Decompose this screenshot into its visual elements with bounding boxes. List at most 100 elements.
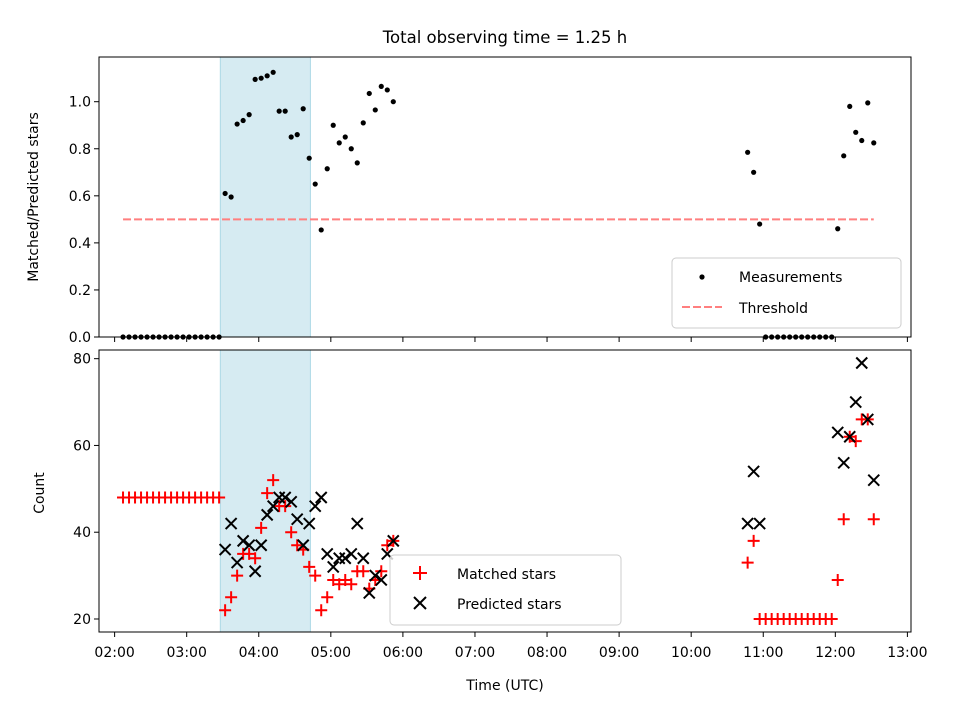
measurement-point [336,140,342,146]
top-y-ticks: 0.0 0.2 0.4 0.6 0.8 1.0 [69,95,99,346]
matched-star-point [345,578,358,591]
bottom-y-tick-label: 80 [73,352,91,368]
x-tick-label: 05:00 [311,645,351,661]
matched-star-point [231,569,244,582]
predicted-star-point [831,426,844,439]
matched-star-point [321,591,334,604]
predicted-star-point [849,395,862,409]
measurement-point [270,69,276,75]
matched-star-point [333,578,346,591]
predicted-star-point [837,456,850,470]
measurement-point [384,87,390,93]
bottom-y-axis-label: Count [32,472,48,514]
bottom-y-tick-label: 40 [73,525,91,541]
measurement-point [847,103,853,110]
predicted-star-point [753,517,766,530]
predicted-star-point [375,573,388,587]
predicted-star-point [236,534,250,548]
predicted-star-point [284,495,298,509]
predicted-star-point [278,491,292,504]
matched-star-point [267,474,280,487]
predicted-star-point [266,499,280,513]
matched-stars-points [117,413,880,625]
predicted-star-point [260,508,274,522]
legend-matched-label: Matched stars [457,567,556,583]
matched-star-point [357,565,370,578]
measurement-point [228,194,234,200]
matched-star-point [213,491,226,504]
top-y-tick-label: 1.0 [69,95,91,111]
legend-threshold-label: Threshold [738,301,808,317]
measurement-point [330,122,336,128]
matched-star-point [867,513,880,526]
top-y-tick-label: 0.6 [69,189,91,205]
measurement-point [300,106,306,112]
legend-matched-marker [413,566,427,580]
x-tick-label: 12:00 [815,645,855,661]
measurement-point [378,83,384,90]
predicted-star-point [302,517,316,530]
matched-star-point [249,552,262,565]
measurement-point [264,73,270,79]
top-y-tick-label: 0.2 [69,283,91,299]
matched-star-point [225,591,238,604]
top-y-tick-label: 0.8 [69,142,91,158]
legend-predicted-label: Predicted stars [457,597,562,613]
measurement-point [360,120,366,126]
top-legend-box [671,257,902,329]
x-tick-label: 06:00 [383,645,423,661]
matched-star-point [303,560,316,573]
top-highlight-span [219,56,311,338]
predicted-star-point [369,569,382,582]
measurement-point [222,190,228,197]
bottom-highlight-span [219,349,311,633]
matched-star-point [825,612,838,625]
predicted-star-point [309,499,322,513]
predicted-star-point [339,552,352,565]
matched-star-point [849,435,862,448]
measurement-point [757,221,763,227]
matched-star-point [219,604,232,617]
matched-star-point [291,539,304,552]
measurement-point [234,121,240,127]
measurement-point [318,227,324,233]
legend-measurements-label: Measurements [739,270,842,286]
measurement-point [366,90,372,97]
x-axis-label: Time (UTC) [465,678,543,694]
bottom-x-ticks: 02:00 03:00 04:00 05:00 06:00 07:00 08:00 09:00… [94,632,928,661]
predicted-star-point [290,512,304,526]
matched-star-point [309,569,322,582]
measurement-point [246,112,252,118]
measurement-point [745,149,751,155]
measurement-point [342,134,348,140]
x-tick-label: 04:00 [239,645,279,661]
predicted-star-point [351,517,364,530]
measurement-point [372,107,378,113]
matched-star-point [327,573,340,586]
matched-star-point [747,534,760,547]
matched-star-point [255,521,268,534]
measurement-point [240,117,246,124]
top-y-tick-label: 0.4 [69,236,91,252]
bottom-y-tick-label: 60 [73,438,91,454]
bottom-y-tick-label: 20 [73,612,91,628]
x-tick-label: 07:00 [455,645,495,661]
top-y-axis-label: Matched/Predicted stars [26,112,42,282]
predicted-star-point [855,356,868,370]
predicted-star-point [747,465,760,478]
measurement-point [751,169,757,175]
predicted-star-point [741,517,754,530]
top-axes-frame [98,56,912,338]
matched-star-point [243,547,256,560]
measurement-point [288,134,294,140]
measurement-point [853,129,859,135]
predicted-star-point [861,413,874,426]
figure-title: Total observing time = 1.25 h [382,28,627,47]
legend-predicted-marker [413,596,427,610]
predicted-star-point [254,539,268,552]
measurement-point [276,108,282,114]
x-tick-label: 02:00 [94,645,134,661]
measurement-point [841,153,847,159]
